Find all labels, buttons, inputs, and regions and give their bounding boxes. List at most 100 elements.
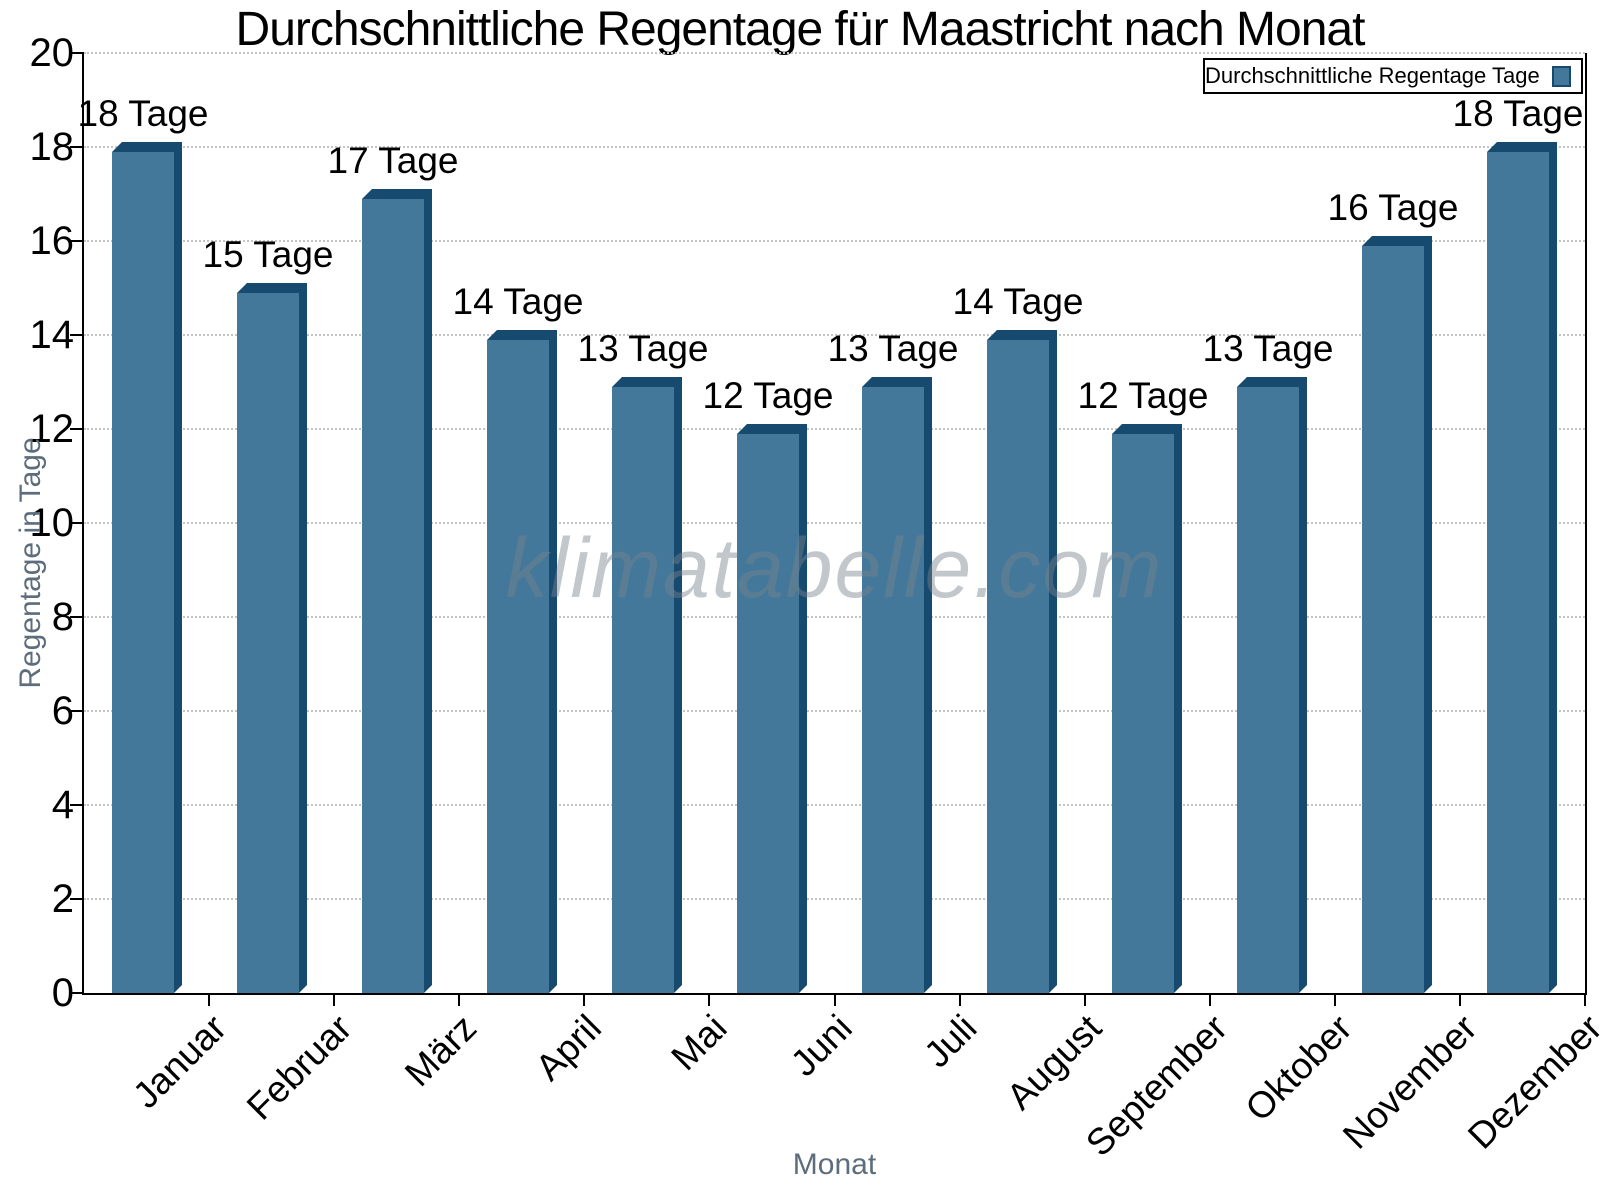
bar-august — [987, 330, 1057, 993]
bar-januar — [112, 142, 182, 993]
y-tick-label: 0 — [51, 971, 74, 1015]
bar-face — [987, 340, 1049, 993]
bar-face — [487, 340, 549, 993]
gridline — [84, 804, 1585, 806]
x-tick-mark — [958, 993, 961, 1006]
y-tick-label: 4 — [51, 783, 74, 827]
bar-face — [612, 387, 674, 993]
y-tick-mark — [70, 52, 84, 54]
bar-value-label: 14 Tage — [452, 281, 584, 322]
bar-face — [1487, 152, 1549, 993]
bar-november — [1362, 236, 1432, 993]
y-tick-mark — [70, 616, 84, 618]
bar-value-label: 18 Tage — [1452, 93, 1584, 134]
y-tick-label: 8 — [51, 595, 74, 639]
bar-value-label: 13 Tage — [1202, 328, 1334, 369]
y-tick-label: 16 — [29, 219, 75, 263]
gridline — [84, 428, 1585, 430]
gridline — [84, 898, 1585, 900]
y-tick-mark — [70, 804, 84, 806]
bar-value-label: 15 Tage — [202, 234, 334, 275]
bar-face — [362, 199, 424, 993]
x-tick-label-text: Juli — [916, 1007, 985, 1076]
y-tick-label: 18 — [29, 125, 75, 169]
x-tick-mark — [333, 993, 336, 1006]
x-tick-mark — [208, 993, 211, 1006]
legend: Durchschnittliche Regentage Tage — [1203, 58, 1583, 94]
y-tick-mark — [70, 428, 84, 430]
gridline — [84, 240, 1585, 242]
bar-april — [487, 330, 557, 993]
x-tick-label-text: Dezember — [1460, 1007, 1600, 1157]
y-axis-line — [82, 53, 84, 995]
bar-oktober — [1237, 377, 1307, 993]
x-tick-mark — [458, 993, 461, 1006]
y-tick-label: 12 — [29, 407, 75, 451]
y-tick-label: 6 — [51, 689, 74, 733]
x-tick-mark — [833, 993, 836, 1006]
bar-value-label: 17 Tage — [327, 140, 459, 181]
x-tick-mark — [1083, 993, 1086, 1006]
bar-face — [737, 434, 799, 993]
y-tick-mark — [70, 710, 84, 712]
x-tick-label-text: Juni — [782, 1007, 860, 1084]
y-tick-mark — [70, 240, 84, 242]
bar-value-label: 13 Tage — [577, 328, 709, 369]
bar-face — [1362, 246, 1424, 993]
y-tick-mark — [70, 898, 84, 900]
y-axis-title: Regentage in Tage — [14, 437, 47, 689]
x-tick-mark — [708, 993, 711, 1006]
y-tick-label: 14 — [29, 313, 75, 357]
bar-value-label: 14 Tage — [952, 281, 1084, 322]
x-tick-label-text: Januar — [125, 1007, 235, 1116]
gridline — [84, 146, 1585, 148]
legend-swatch-icon — [1551, 65, 1571, 87]
bar-value-label: 16 Tage — [1327, 187, 1459, 228]
x-axis-line — [82, 993, 1587, 995]
gridline — [84, 52, 1585, 54]
bar-juni — [737, 424, 807, 993]
bar-dezember — [1487, 142, 1557, 993]
y-tick-label: 20 — [29, 31, 75, 75]
y-tick-label: 2 — [51, 877, 74, 921]
y-tick-mark — [70, 992, 84, 994]
gridline — [84, 616, 1585, 618]
bar-face — [862, 387, 924, 993]
gridline — [84, 710, 1585, 712]
y-tick-mark — [70, 146, 84, 148]
gridline — [84, 334, 1585, 336]
bar-juli — [862, 377, 932, 993]
x-tick-label-text: Oktober — [1237, 1007, 1360, 1130]
x-tick-mark — [1208, 993, 1211, 1006]
chart-title: Durchschnittliche Regentage für Maastric… — [235, 3, 1366, 56]
bar-september — [1112, 424, 1182, 993]
x-tick-label-text: Februar — [238, 1007, 360, 1128]
bar-face — [1237, 387, 1299, 993]
legend-label: Durchschnittliche Regentage Tage — [1205, 63, 1540, 88]
bar-face — [112, 152, 174, 993]
bar-februar — [237, 283, 307, 993]
bar-mai — [612, 377, 682, 993]
plot-right-border — [1585, 53, 1587, 995]
x-tick-label-text: August — [999, 1007, 1110, 1118]
x-tick-mark — [1584, 993, 1586, 1006]
x-tick-label-text: April — [527, 1007, 610, 1089]
bar-face — [1112, 434, 1174, 993]
bar-value-label: 18 Tage — [77, 93, 209, 134]
x-axis-title: Monat — [792, 1148, 877, 1181]
bar-face — [237, 293, 299, 993]
bar-value-label: 12 Tage — [1077, 375, 1209, 416]
gridline — [84, 522, 1585, 524]
x-tick-label-text: März — [397, 1007, 485, 1095]
y-tick-label: 10 — [29, 501, 75, 545]
x-tick-mark — [1458, 993, 1461, 1006]
bar-value-label: 12 Tage — [702, 375, 834, 416]
x-tick-label-text: November — [1335, 1007, 1485, 1157]
bar-marz — [362, 189, 432, 993]
y-tick-mark — [70, 522, 84, 524]
x-tick-mark — [1333, 993, 1336, 1006]
x-tick-label-text: Mai — [663, 1007, 735, 1079]
x-tick-mark — [583, 993, 586, 1006]
